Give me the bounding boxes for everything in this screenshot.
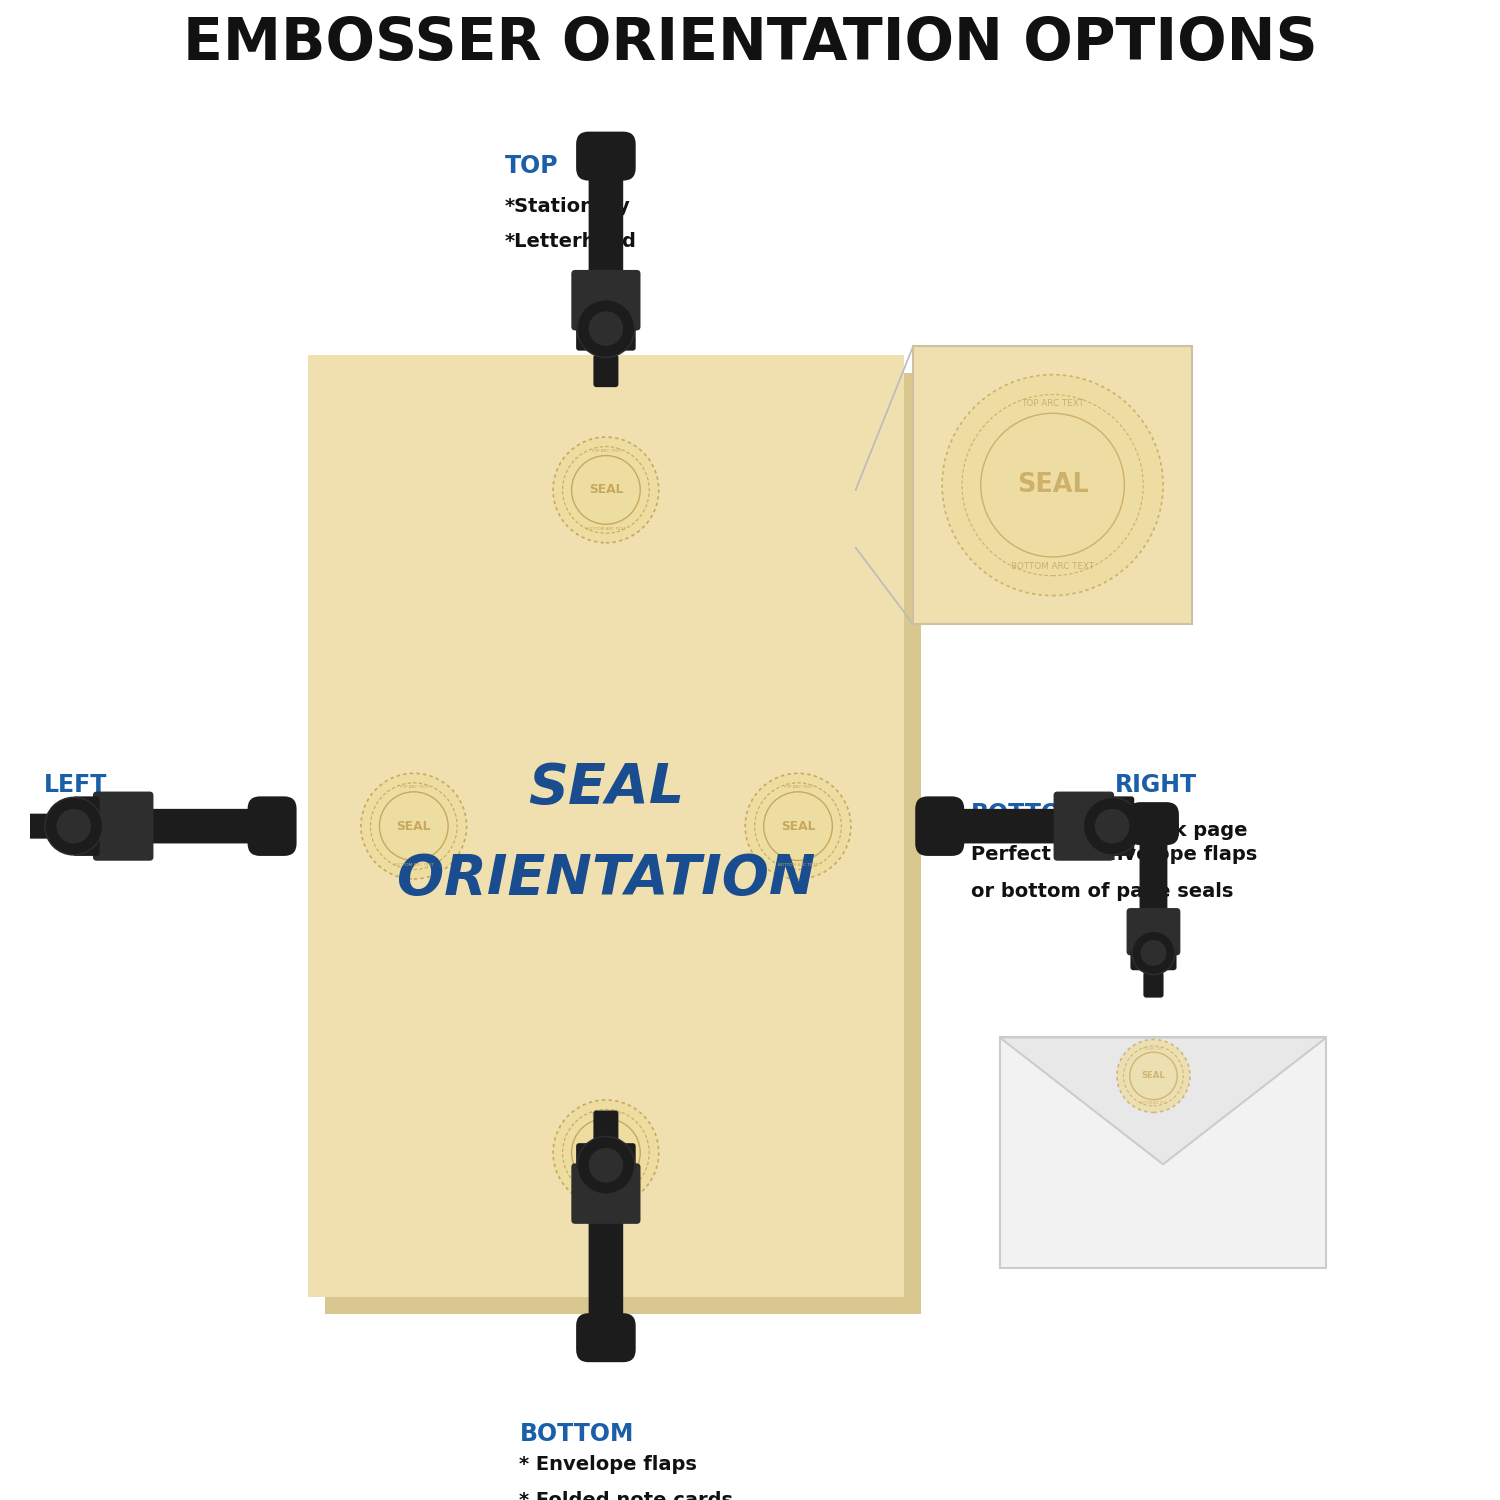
Circle shape (1140, 940, 1167, 966)
FancyBboxPatch shape (576, 132, 636, 180)
FancyBboxPatch shape (93, 792, 153, 861)
FancyBboxPatch shape (576, 1312, 636, 1362)
FancyBboxPatch shape (915, 796, 964, 856)
Text: BOTTOM ARC TEXT: BOTTOM ARC TEXT (586, 526, 626, 531)
FancyBboxPatch shape (1143, 972, 1164, 998)
FancyBboxPatch shape (572, 1164, 640, 1224)
FancyBboxPatch shape (308, 356, 903, 1298)
FancyBboxPatch shape (1128, 802, 1179, 844)
FancyBboxPatch shape (588, 1212, 622, 1335)
Text: TOP ARC TEXT: TOP ARC TEXT (399, 784, 429, 789)
Circle shape (1132, 932, 1174, 975)
FancyBboxPatch shape (146, 808, 268, 843)
Circle shape (362, 774, 466, 879)
FancyBboxPatch shape (248, 796, 297, 856)
Text: *Stationery: *Stationery (506, 196, 632, 216)
Text: SEAL: SEAL (1142, 1071, 1166, 1080)
Text: SEAL: SEAL (588, 483, 622, 496)
Text: * Book page: * Book page (1114, 822, 1248, 840)
Text: SEAL: SEAL (588, 1146, 622, 1160)
FancyBboxPatch shape (914, 346, 1192, 624)
Text: BOTTOM ARC TEXT: BOTTOM ARC TEXT (778, 862, 818, 867)
Text: or bottom of page seals: or bottom of page seals (970, 882, 1233, 902)
Text: ORIENTATION: ORIENTATION (396, 852, 814, 906)
Circle shape (588, 1148, 622, 1182)
FancyBboxPatch shape (1053, 792, 1114, 861)
Text: TOP ARC TEXT: TOP ARC TEXT (783, 784, 813, 789)
Text: SEAL: SEAL (528, 760, 684, 814)
Text: TOP ARC TEXT: TOP ARC TEXT (1022, 399, 1084, 408)
Text: Perfect for envelope flaps: Perfect for envelope flaps (970, 846, 1257, 864)
Circle shape (45, 798, 102, 855)
Text: * Folded note cards: * Folded note cards (519, 1491, 734, 1500)
Circle shape (578, 300, 634, 357)
Text: EMBOSSER ORIENTATION OPTIONS: EMBOSSER ORIENTATION OPTIONS (183, 15, 1317, 72)
Text: * Envelope flaps: * Envelope flaps (519, 1455, 698, 1474)
Text: BOTTOM ARC TEXT: BOTTOM ARC TEXT (1011, 562, 1094, 572)
Text: *Letterhead: *Letterhead (506, 232, 638, 252)
Text: TOP ARC TEXT: TOP ARC TEXT (1143, 1047, 1164, 1052)
FancyBboxPatch shape (1107, 796, 1134, 856)
FancyBboxPatch shape (20, 813, 51, 838)
FancyBboxPatch shape (944, 808, 1066, 843)
Text: RIGHT: RIGHT (1114, 774, 1197, 798)
Circle shape (942, 375, 1162, 596)
Text: TOP: TOP (506, 153, 558, 177)
Text: SEAL: SEAL (396, 819, 430, 833)
Text: TOP ARC TEXT: TOP ARC TEXT (591, 448, 621, 453)
FancyBboxPatch shape (326, 372, 921, 1314)
FancyBboxPatch shape (1126, 908, 1180, 956)
Circle shape (1095, 808, 1130, 843)
Text: BOTTOM: BOTTOM (519, 1422, 634, 1446)
Text: BOTTOM ARC TEXT: BOTTOM ARC TEXT (586, 1190, 626, 1194)
Circle shape (554, 1100, 658, 1206)
Text: SEAL: SEAL (1017, 472, 1089, 498)
FancyBboxPatch shape (1000, 1038, 1326, 1268)
Circle shape (57, 808, 92, 843)
Text: BOTTOM ARC TEXT: BOTTOM ARC TEXT (1140, 1101, 1167, 1106)
Circle shape (578, 1137, 634, 1194)
Text: BOTTOM: BOTTOM (970, 802, 1086, 826)
FancyBboxPatch shape (576, 1143, 636, 1170)
Text: SEAL: SEAL (782, 819, 816, 833)
FancyBboxPatch shape (1140, 825, 1167, 920)
FancyBboxPatch shape (588, 159, 622, 282)
Circle shape (746, 774, 850, 879)
FancyBboxPatch shape (1134, 813, 1167, 838)
Text: BOTTOM ARC TEXT: BOTTOM ARC TEXT (393, 862, 433, 867)
Text: TOP ARC TEXT: TOP ARC TEXT (591, 1112, 621, 1116)
FancyBboxPatch shape (1131, 948, 1176, 970)
FancyBboxPatch shape (594, 1110, 618, 1143)
Circle shape (1118, 1040, 1190, 1113)
Circle shape (554, 436, 658, 543)
FancyBboxPatch shape (594, 354, 618, 387)
Text: LEFT: LEFT (44, 774, 108, 798)
FancyBboxPatch shape (576, 324, 636, 351)
FancyBboxPatch shape (72, 796, 99, 856)
Circle shape (1083, 798, 1142, 855)
FancyBboxPatch shape (572, 270, 640, 330)
Text: *Not Common: *Not Common (44, 822, 195, 840)
Polygon shape (1000, 1038, 1326, 1164)
Circle shape (588, 310, 622, 346)
